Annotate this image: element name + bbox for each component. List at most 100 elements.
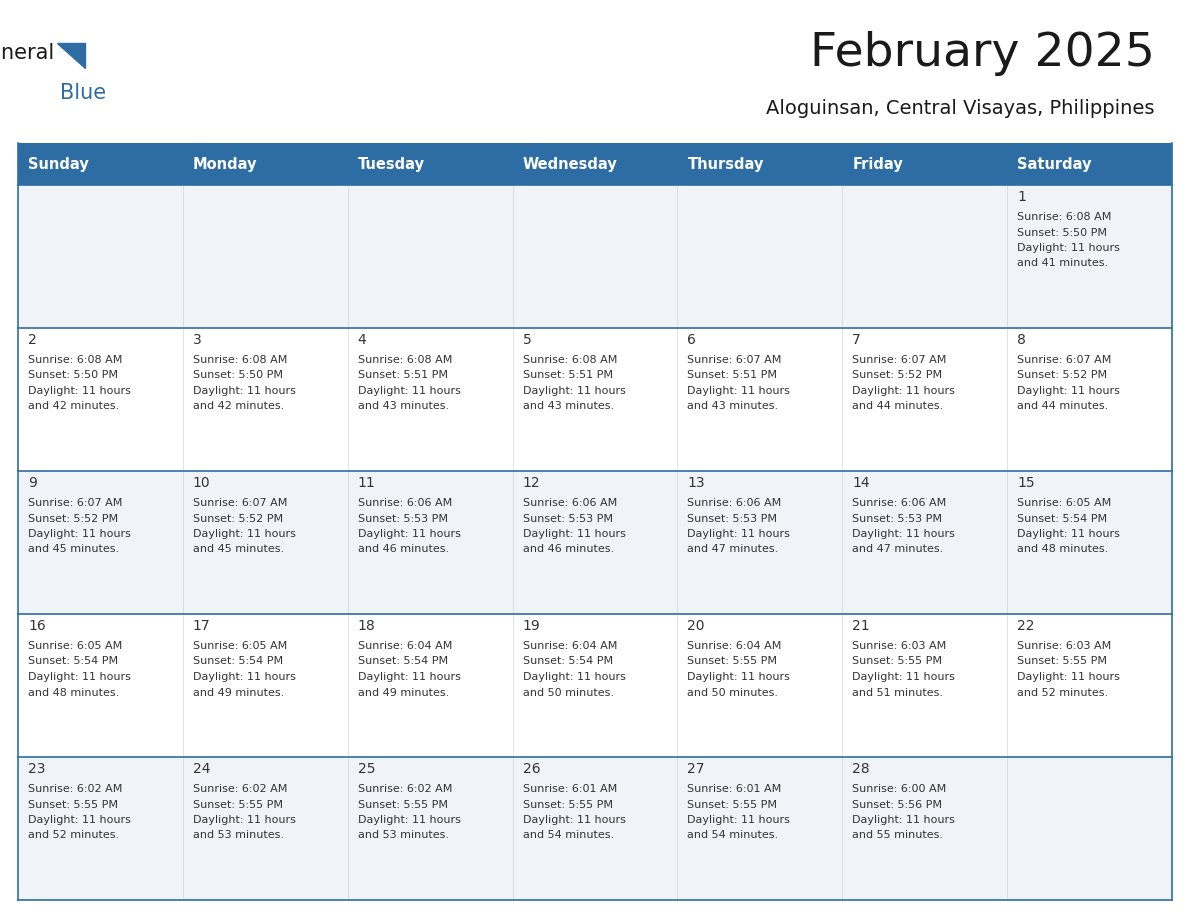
Text: Sunrise: 6:05 AM: Sunrise: 6:05 AM bbox=[1017, 498, 1112, 508]
Text: and 45 minutes.: and 45 minutes. bbox=[192, 544, 284, 554]
Text: 3: 3 bbox=[192, 333, 202, 347]
Text: Sunset: 5:51 PM: Sunset: 5:51 PM bbox=[688, 371, 777, 380]
Text: Daylight: 11 hours: Daylight: 11 hours bbox=[192, 815, 296, 825]
Text: Sunset: 5:55 PM: Sunset: 5:55 PM bbox=[29, 800, 118, 810]
Text: and 54 minutes.: and 54 minutes. bbox=[523, 831, 614, 841]
Text: Monday: Monday bbox=[192, 156, 258, 172]
Text: Daylight: 11 hours: Daylight: 11 hours bbox=[523, 386, 625, 396]
Bar bbox=[183, 143, 348, 185]
Text: and 43 minutes.: and 43 minutes. bbox=[523, 401, 614, 411]
Text: 11: 11 bbox=[358, 476, 375, 490]
Text: and 52 minutes.: and 52 minutes. bbox=[29, 831, 119, 841]
Text: Daylight: 11 hours: Daylight: 11 hours bbox=[192, 386, 296, 396]
Text: and 48 minutes.: and 48 minutes. bbox=[29, 688, 119, 698]
Polygon shape bbox=[57, 43, 86, 68]
Bar bbox=[842, 757, 1007, 900]
Text: Sunrise: 6:07 AM: Sunrise: 6:07 AM bbox=[688, 355, 782, 365]
Text: and 55 minutes.: and 55 minutes. bbox=[852, 831, 943, 841]
Text: Sunset: 5:56 PM: Sunset: 5:56 PM bbox=[852, 800, 942, 810]
Text: and 46 minutes.: and 46 minutes. bbox=[358, 544, 449, 554]
Bar bbox=[1007, 328, 1173, 471]
Text: 6: 6 bbox=[688, 333, 696, 347]
Text: Sunset: 5:52 PM: Sunset: 5:52 PM bbox=[192, 513, 283, 523]
Text: Sunset: 5:54 PM: Sunset: 5:54 PM bbox=[1017, 513, 1107, 523]
Text: Sunrise: 6:07 AM: Sunrise: 6:07 AM bbox=[1017, 355, 1112, 365]
Text: Sunrise: 6:01 AM: Sunrise: 6:01 AM bbox=[688, 784, 782, 794]
Bar bbox=[18, 185, 183, 328]
Bar bbox=[1007, 143, 1173, 185]
Bar bbox=[677, 185, 842, 328]
Text: 8: 8 bbox=[1017, 333, 1026, 347]
Text: 26: 26 bbox=[523, 762, 541, 776]
Bar bbox=[842, 143, 1007, 185]
Text: Daylight: 11 hours: Daylight: 11 hours bbox=[358, 672, 461, 682]
Text: Sunset: 5:50 PM: Sunset: 5:50 PM bbox=[1017, 228, 1107, 238]
Text: Sunset: 5:50 PM: Sunset: 5:50 PM bbox=[192, 371, 283, 380]
Text: 13: 13 bbox=[688, 476, 704, 490]
Text: and 43 minutes.: and 43 minutes. bbox=[688, 401, 778, 411]
Text: Sunset: 5:55 PM: Sunset: 5:55 PM bbox=[192, 800, 283, 810]
Text: and 53 minutes.: and 53 minutes. bbox=[358, 831, 449, 841]
Text: Sunrise: 6:08 AM: Sunrise: 6:08 AM bbox=[29, 355, 122, 365]
Text: 17: 17 bbox=[192, 619, 210, 633]
Text: and 42 minutes.: and 42 minutes. bbox=[29, 401, 119, 411]
Text: and 47 minutes.: and 47 minutes. bbox=[688, 544, 778, 554]
Text: 10: 10 bbox=[192, 476, 210, 490]
Bar bbox=[18, 614, 183, 757]
Text: Thursday: Thursday bbox=[688, 156, 764, 172]
Text: Sunrise: 6:08 AM: Sunrise: 6:08 AM bbox=[523, 355, 617, 365]
Bar bbox=[348, 185, 512, 328]
Bar bbox=[348, 328, 512, 471]
Text: 4: 4 bbox=[358, 333, 366, 347]
Text: Daylight: 11 hours: Daylight: 11 hours bbox=[1017, 529, 1120, 539]
Bar bbox=[842, 614, 1007, 757]
Text: and 41 minutes.: and 41 minutes. bbox=[1017, 259, 1108, 268]
Text: and 43 minutes.: and 43 minutes. bbox=[358, 401, 449, 411]
Text: 28: 28 bbox=[852, 762, 870, 776]
Text: Sunrise: 6:04 AM: Sunrise: 6:04 AM bbox=[688, 641, 782, 651]
Text: Blue: Blue bbox=[61, 83, 106, 103]
Text: Sunrise: 6:07 AM: Sunrise: 6:07 AM bbox=[192, 498, 287, 508]
Text: Sunrise: 6:02 AM: Sunrise: 6:02 AM bbox=[358, 784, 453, 794]
Text: and 50 minutes.: and 50 minutes. bbox=[523, 688, 613, 698]
Text: and 46 minutes.: and 46 minutes. bbox=[523, 544, 614, 554]
Text: Daylight: 11 hours: Daylight: 11 hours bbox=[29, 672, 131, 682]
Text: Daylight: 11 hours: Daylight: 11 hours bbox=[688, 386, 790, 396]
Bar bbox=[512, 143, 677, 185]
Bar bbox=[18, 328, 183, 471]
Bar bbox=[1007, 185, 1173, 328]
Text: February 2025: February 2025 bbox=[810, 30, 1155, 75]
Text: Daylight: 11 hours: Daylight: 11 hours bbox=[852, 672, 955, 682]
Bar bbox=[183, 757, 348, 900]
Text: Sunset: 5:53 PM: Sunset: 5:53 PM bbox=[358, 513, 448, 523]
Text: and 49 minutes.: and 49 minutes. bbox=[192, 688, 284, 698]
Text: Daylight: 11 hours: Daylight: 11 hours bbox=[688, 672, 790, 682]
Text: Sunset: 5:55 PM: Sunset: 5:55 PM bbox=[523, 800, 613, 810]
Bar bbox=[677, 143, 842, 185]
Text: 9: 9 bbox=[29, 476, 37, 490]
Text: Daylight: 11 hours: Daylight: 11 hours bbox=[29, 815, 131, 825]
Text: Sunset: 5:52 PM: Sunset: 5:52 PM bbox=[29, 513, 118, 523]
Bar bbox=[183, 471, 348, 614]
Text: and 54 minutes.: and 54 minutes. bbox=[688, 831, 778, 841]
Text: Sunrise: 6:06 AM: Sunrise: 6:06 AM bbox=[358, 498, 451, 508]
Bar bbox=[183, 185, 348, 328]
Bar bbox=[512, 614, 677, 757]
Text: 2: 2 bbox=[29, 333, 37, 347]
Text: Sunrise: 6:05 AM: Sunrise: 6:05 AM bbox=[192, 641, 287, 651]
Text: Sunset: 5:52 PM: Sunset: 5:52 PM bbox=[1017, 371, 1107, 380]
Bar bbox=[1007, 471, 1173, 614]
Text: General: General bbox=[0, 43, 55, 63]
Text: Daylight: 11 hours: Daylight: 11 hours bbox=[523, 672, 625, 682]
Text: Aloguinsan, Central Visayas, Philippines: Aloguinsan, Central Visayas, Philippines bbox=[766, 98, 1155, 118]
Text: Sunrise: 6:05 AM: Sunrise: 6:05 AM bbox=[29, 641, 122, 651]
Text: Sunset: 5:53 PM: Sunset: 5:53 PM bbox=[852, 513, 942, 523]
Text: Sunrise: 6:04 AM: Sunrise: 6:04 AM bbox=[358, 641, 453, 651]
Text: Sunrise: 6:06 AM: Sunrise: 6:06 AM bbox=[523, 498, 617, 508]
Text: 27: 27 bbox=[688, 762, 704, 776]
Text: Saturday: Saturday bbox=[1017, 156, 1092, 172]
Text: Sunset: 5:52 PM: Sunset: 5:52 PM bbox=[852, 371, 942, 380]
Text: Sunday: Sunday bbox=[29, 156, 89, 172]
Text: 19: 19 bbox=[523, 619, 541, 633]
Text: and 50 minutes.: and 50 minutes. bbox=[688, 688, 778, 698]
